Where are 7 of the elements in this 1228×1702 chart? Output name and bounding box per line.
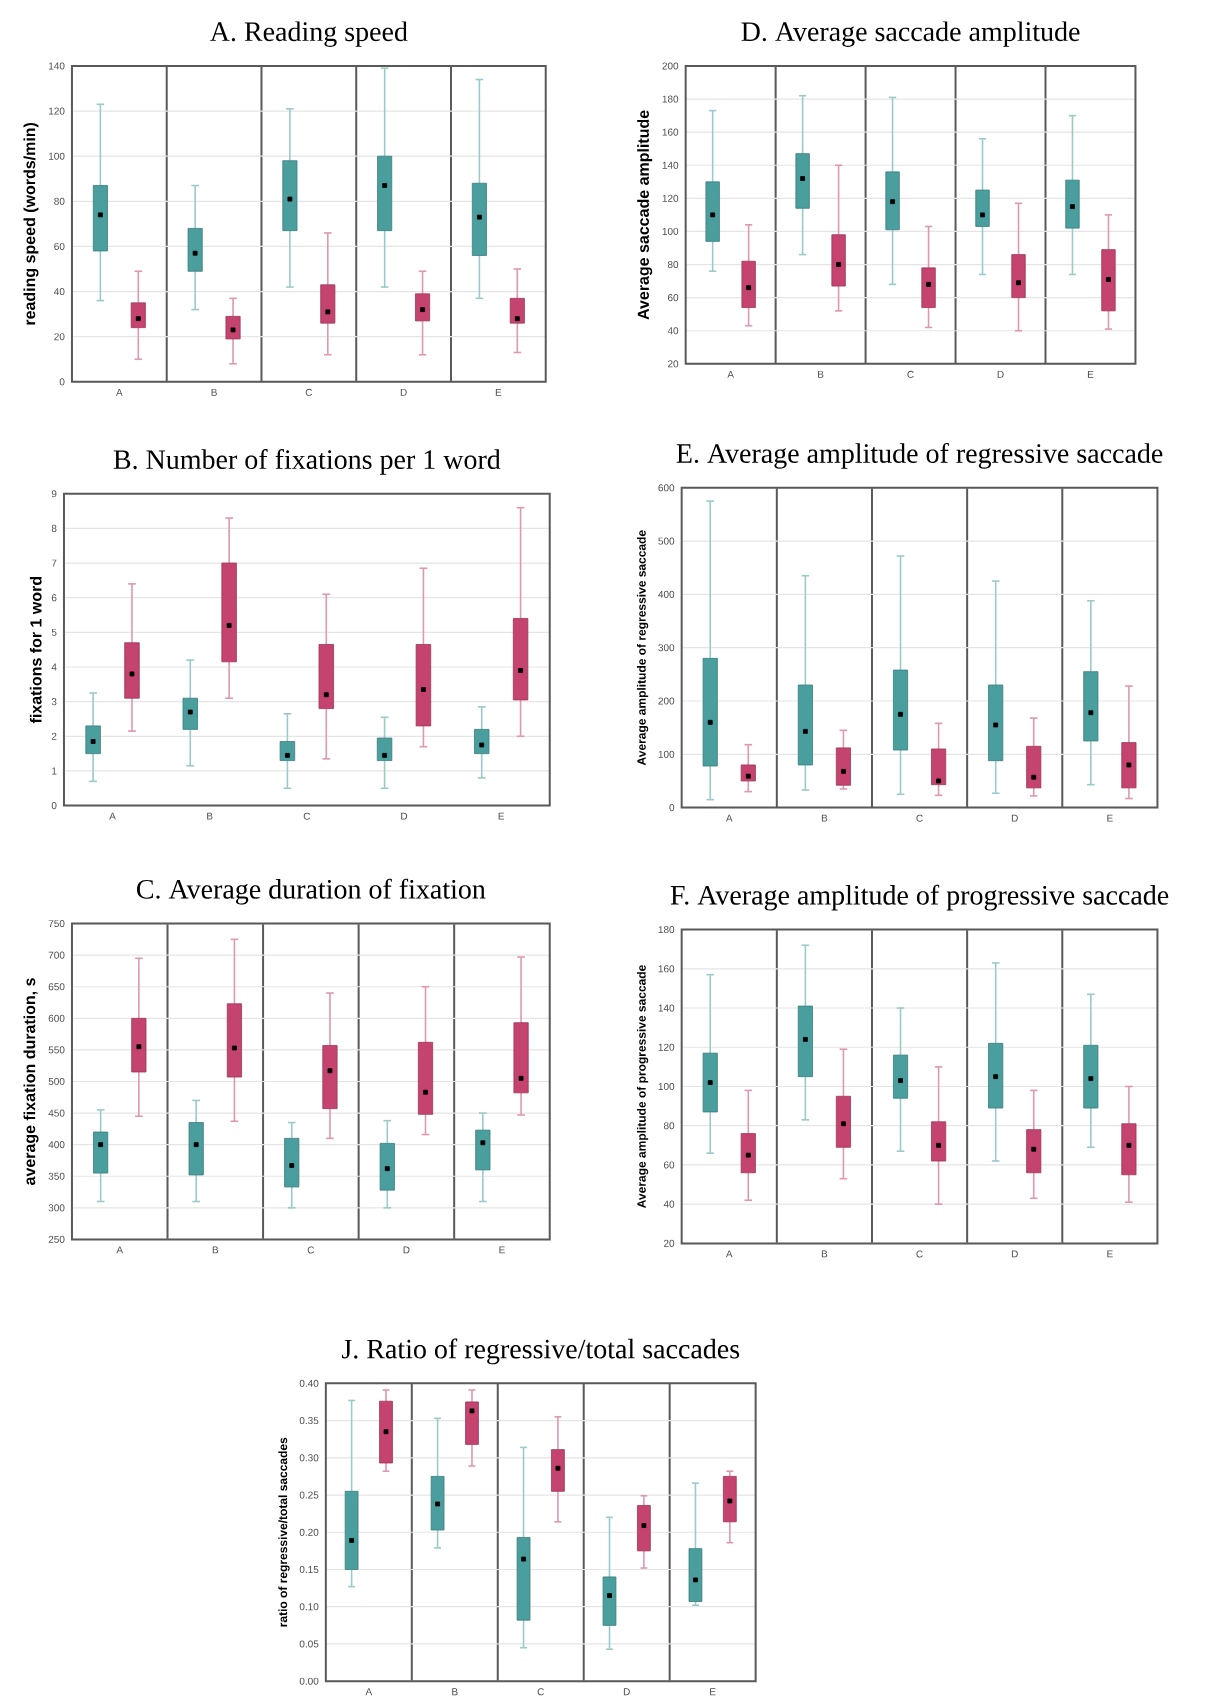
chart-title: J. Ratio of regressive/total saccades [342, 1338, 740, 1365]
chart-title: C. Average duration of fixation [137, 878, 486, 905]
chart-title: E. Average amplitude of regressive saccade [676, 442, 1163, 469]
chart-title: D. Average saccade amplitude [741, 21, 1080, 47]
chart-title: A. Reading speed [210, 21, 408, 47]
chart-title: B. Number of fixations per 1 word [114, 449, 501, 475]
chart-title: F. Average amplitude of progressive saccade [671, 884, 1169, 911]
